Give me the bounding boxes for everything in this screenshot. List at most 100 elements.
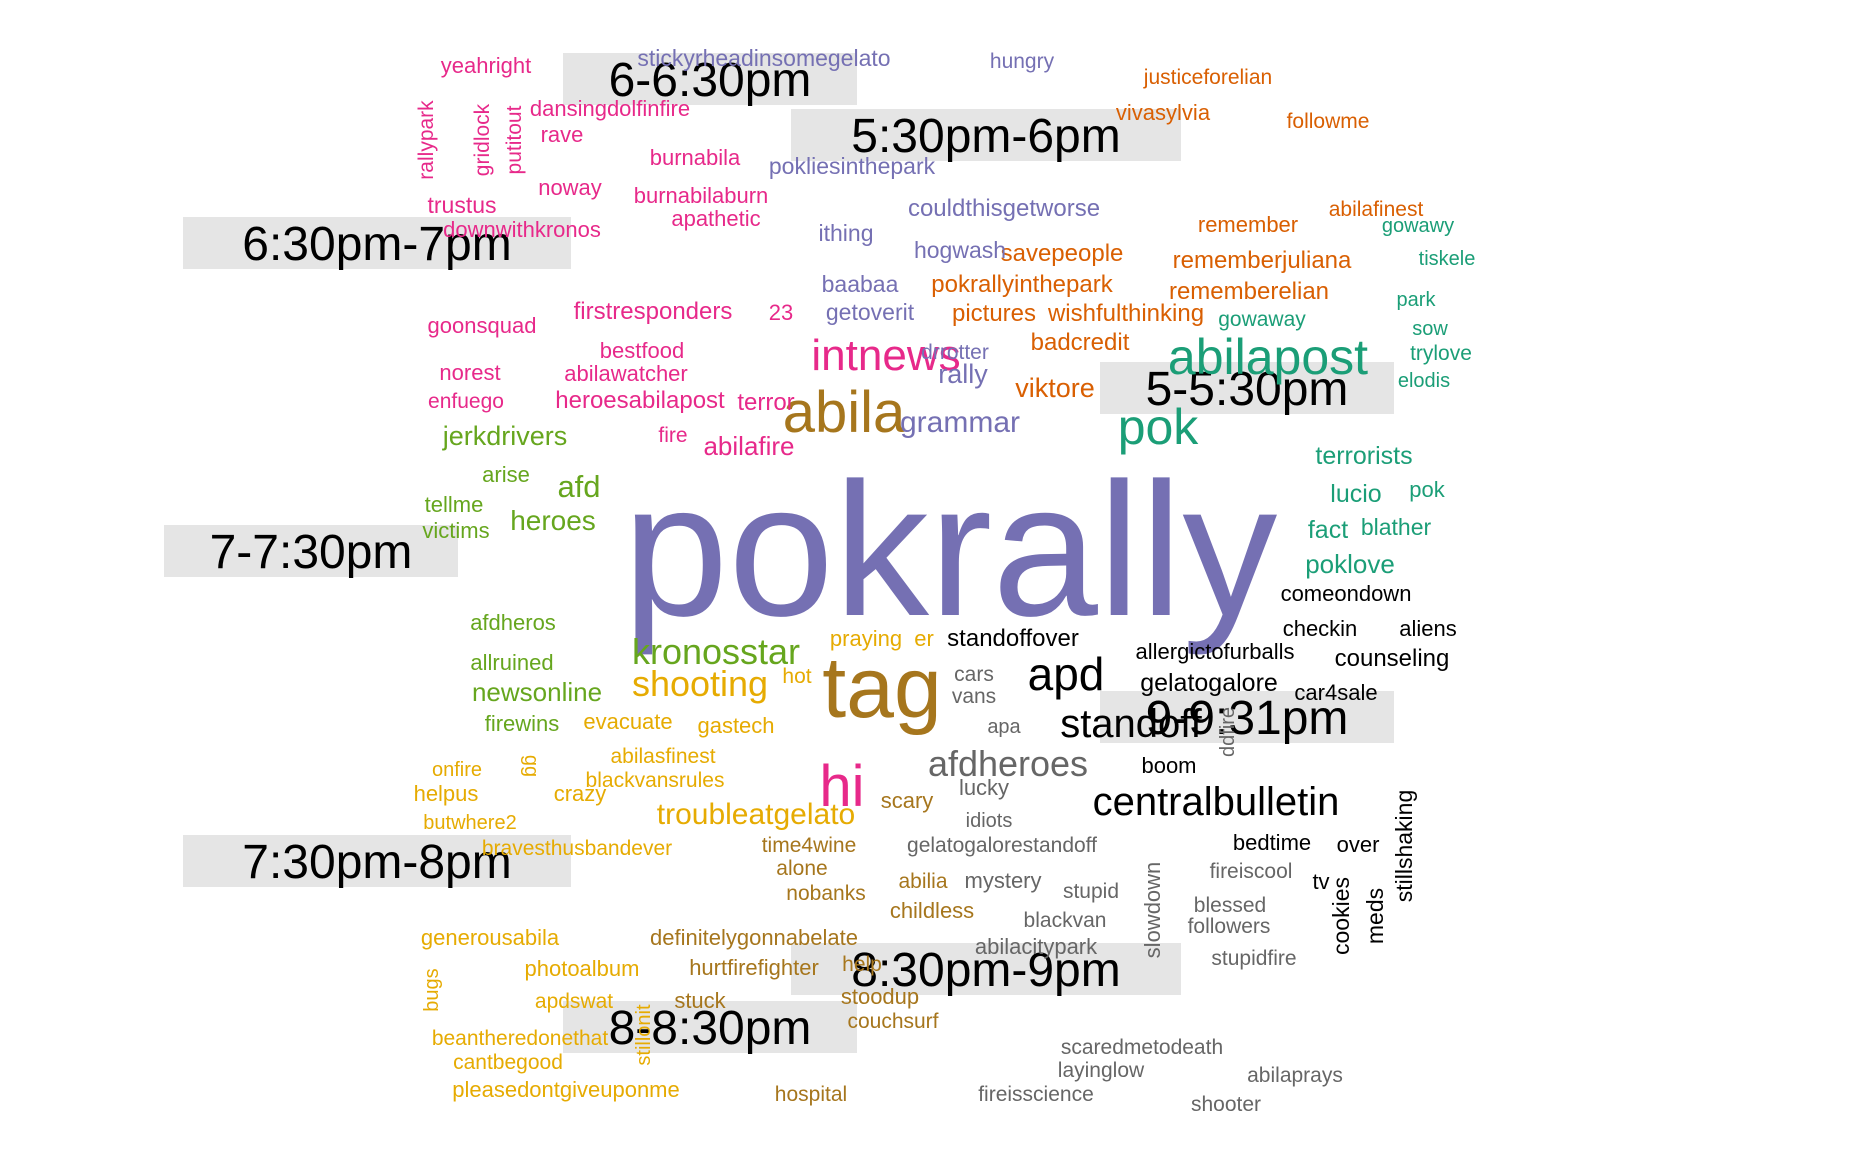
word-cars-133: cars xyxy=(954,663,994,686)
word-afd-17: afd xyxy=(557,469,600,504)
word-23-87: 23 xyxy=(769,300,793,325)
word-abilapost-4: abilapost xyxy=(1168,329,1368,385)
word-apa-135: apa xyxy=(987,716,1021,738)
word-pleasedontgiveuponme-119: pleasedontgiveuponme xyxy=(452,1077,680,1102)
word-enfuego-91: enfuego xyxy=(428,390,504,413)
period-label-6-6-30pm-0: 6-6:30pm xyxy=(563,53,857,107)
word-hurtfirefighter-127: hurtfirefighter xyxy=(689,955,819,980)
word-troubleatgelato-13: troubleatgelato xyxy=(657,798,856,831)
word-definitelygonnabelate-126: definitelygonnabelate xyxy=(650,925,858,950)
word-followme-36: followme xyxy=(1287,110,1370,133)
period-label-text: 6-6:30pm xyxy=(609,54,812,107)
word-gg-105: gg xyxy=(520,755,542,777)
word-hogwash-70: hogwash xyxy=(914,237,1006,263)
word-cantbegood-118: cantbegood xyxy=(453,1051,563,1074)
word-beantheredonethat-117: beantheredonethat xyxy=(432,1027,608,1050)
word-time4wine-121: time4wine xyxy=(762,834,857,857)
word-blather-55: blather xyxy=(1361,514,1432,540)
word-layer: pokrallytaghiabilaabilapostpokintnewsapd… xyxy=(414,45,1476,1116)
word-grammar-14: grammar xyxy=(900,406,1020,439)
word-followers-145: followers xyxy=(1188,915,1271,938)
word-rememberjuliana-30: rememberjuliana xyxy=(1173,247,1352,274)
word-hi-2: hi xyxy=(819,754,864,819)
word-allruined-97: allruined xyxy=(470,650,553,675)
word-abilafire-21: abilafire xyxy=(703,431,794,461)
word-abilafinest-33: abilafinest xyxy=(1329,198,1424,221)
period-label-text: 5-5:30pm xyxy=(1146,363,1349,416)
word-rave-79: rave xyxy=(541,122,584,147)
word-rally-16: rally xyxy=(938,359,988,389)
word-childless-125: childless xyxy=(890,898,974,923)
word-meds-50: meds xyxy=(1362,888,1388,944)
word-crazy-109: crazy xyxy=(554,781,607,806)
word-justiceforelian-34: justiceforelian xyxy=(1143,66,1272,89)
word-shooting-12: shooting xyxy=(632,663,768,704)
word-lucio-53: lucio xyxy=(1330,480,1381,508)
period-label-text: 5:30pm-6pm xyxy=(851,110,1120,163)
word-vivasylvia-35: vivasylvia xyxy=(1116,100,1211,125)
word-noway-81: noway xyxy=(538,175,602,200)
period-label-text: 8:30pm-9pm xyxy=(851,944,1120,997)
word-terrorists-52: terrorists xyxy=(1315,442,1412,470)
word-blessed-144: blessed xyxy=(1194,894,1266,917)
word-shooter-153: shooter xyxy=(1191,1093,1261,1116)
word-pokrally-0: pokrally xyxy=(623,444,1278,656)
word-vans-134: vans xyxy=(952,685,996,708)
word-help-128: help xyxy=(842,953,882,976)
word-bugs-113: bugs xyxy=(421,968,443,1011)
word-idiots-138: idiots xyxy=(966,810,1013,832)
word-drrotter-73: drrotter xyxy=(921,341,989,364)
word-goonsquad-86: goonsquad xyxy=(428,313,537,338)
period-label-5-5-30pm-3: 5-5:30pm xyxy=(1100,362,1394,416)
word-blackvansrules-107: blackvansrules xyxy=(586,769,725,792)
word-apd-7: apd xyxy=(1028,648,1105,700)
word-fact-54: fact xyxy=(1308,516,1348,544)
word-hospital-132: hospital xyxy=(775,1083,847,1106)
word-afdheroes-10: afdheroes xyxy=(928,743,1088,784)
word-couldthisgetworse-68: couldthisgetworse xyxy=(908,195,1100,222)
word-victims-95: victims xyxy=(422,518,489,543)
word-fireiscool-143: fireiscool xyxy=(1210,860,1293,883)
word-abilasfinest-106: abilasfinest xyxy=(610,745,715,768)
word-gelatogalore-37: gelatogalore xyxy=(1140,669,1278,697)
period-label-text: 9-9:31pm xyxy=(1146,692,1349,745)
word-viktore-15: viktore xyxy=(1015,373,1095,403)
period-label-text: 6:30pm-7pm xyxy=(242,218,511,271)
word-abila-3: abila xyxy=(783,380,906,445)
word-centralbulletin-9: centralbulletin xyxy=(1093,780,1340,824)
word-arise-93: arise xyxy=(482,462,530,487)
word-bravesthusbandever-111: bravesthusbandever xyxy=(482,837,672,860)
word-scaredmetodeath-149: scaredmetodeath xyxy=(1061,1036,1223,1059)
word-burnabila-80: burnabila xyxy=(650,145,741,170)
word-couchsurf-131: couchsurf xyxy=(847,1010,938,1033)
period-label-7-7-30pm-4: 7-7:30pm xyxy=(164,525,458,579)
word-sow-62: sow xyxy=(1412,318,1448,340)
word-intnews-6: intnews xyxy=(811,331,960,380)
word-dansingdolfinfire-75: dansingdolfinfire xyxy=(530,96,690,121)
word-heroes-18: heroes xyxy=(510,505,596,536)
word-abilacitypark-147: abilacitypark xyxy=(975,934,1098,959)
period-label-box xyxy=(183,217,571,269)
period-label-6-30pm-7pm-2: 6:30pm-7pm xyxy=(183,217,571,271)
word-ithing-69: ithing xyxy=(819,220,874,246)
word-butwhere2-110: butwhere2 xyxy=(423,812,516,834)
word-savepeople-29: savepeople xyxy=(1001,240,1124,267)
word-getoverit-72: getoverit xyxy=(826,299,915,325)
word-standoffover-39: standoffover xyxy=(947,625,1079,652)
word-stuck-129: stuck xyxy=(674,988,726,1013)
word-fire-92: fire xyxy=(658,424,687,447)
word-elodis-64: elodis xyxy=(1398,370,1450,392)
word-ddfire-136: ddfire xyxy=(1217,707,1239,757)
word-nobanks-124: nobanks xyxy=(786,882,865,905)
period-label-8-8-30pm-8: 8-8:30pm xyxy=(563,1001,857,1055)
word-hot-101: hot xyxy=(782,665,811,688)
word-wishfulthinking-27: wishfulthinking xyxy=(1047,300,1204,327)
word-slowdown-142: slowdown xyxy=(1140,862,1165,959)
word-photoalbum-114: photoalbum xyxy=(525,956,640,981)
word-downwithkronos-85: downwithkronos xyxy=(443,217,601,242)
word-heroesabilapost-23: heroesabilapost xyxy=(555,387,725,414)
word-onfire-104: onfire xyxy=(432,759,482,781)
word-pok-57: pok xyxy=(1409,477,1445,502)
word-pokliesinthepark-67: pokliesinthepark xyxy=(769,153,936,179)
